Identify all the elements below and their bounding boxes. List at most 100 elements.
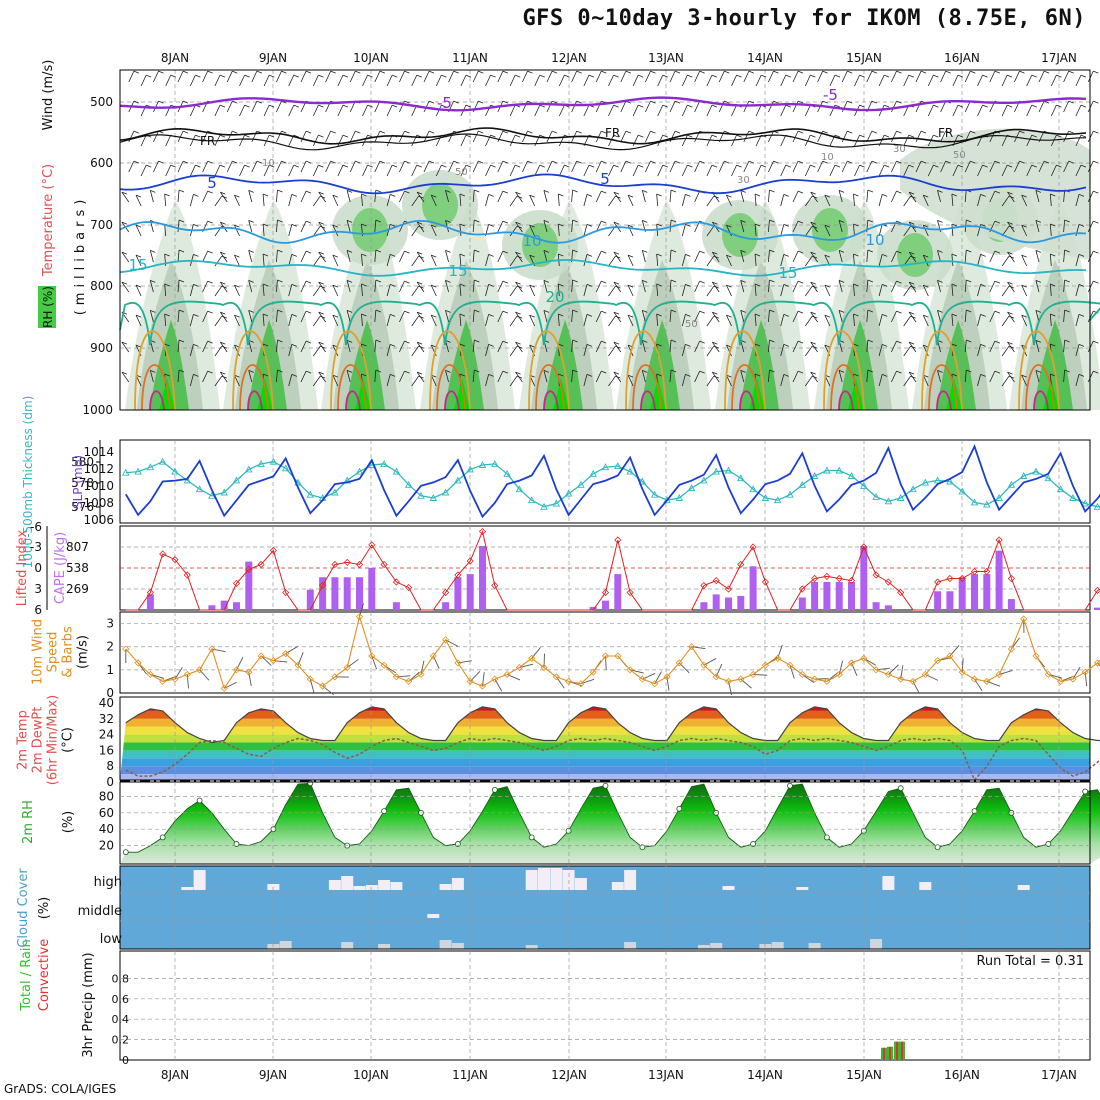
wind-barb: [940, 130, 947, 143]
wind-barb: [386, 134, 393, 147]
ylabel-wind: Wind (m/s): [41, 60, 56, 131]
chart-title: GFS 0~10day 3-hourly for IKOM (8.75E, 6N…: [522, 6, 1086, 31]
wind-barb: [416, 311, 425, 323]
thickness-point: [675, 494, 684, 501]
wind-barb-flag: [1035, 190, 1042, 193]
wind-barb: [726, 254, 732, 267]
cape-bar: [306, 589, 314, 610]
cape-bar: [749, 566, 757, 610]
wind-barb-flag: [474, 369, 480, 373]
contour-label-10: 10: [865, 231, 884, 249]
wind-barb-flag: [164, 313, 170, 317]
wind-barb-flag: [332, 374, 338, 378]
wind-barb-flag: [882, 284, 888, 287]
wind-barb: [276, 100, 282, 113]
wind-barb: [497, 310, 504, 323]
thickness-tick: 578: [71, 476, 94, 490]
wind-barb-flag: [797, 250, 804, 254]
wind-barb: [952, 164, 959, 177]
wind-barb: [583, 254, 588, 267]
wind-barb: [641, 370, 646, 383]
wind-barb-flag: [748, 100, 755, 104]
wind-barb: [669, 100, 676, 113]
wind10-speed-point: [245, 668, 253, 676]
rh-tick: 80: [99, 789, 114, 803]
wind-barb: [613, 311, 622, 323]
rh-point: [491, 786, 498, 793]
lifted-index-point: [724, 585, 733, 593]
wind-barb-flag: [135, 314, 142, 318]
wind-barb-flag: [687, 164, 693, 168]
wind-barb-flag: [207, 160, 213, 164]
wind-barb-flag: [1035, 370, 1042, 373]
wind-barb: [557, 314, 560, 327]
wind-barb-flag: [428, 100, 435, 104]
wind-barb-flag: [416, 191, 423, 195]
wind10-speed-point: [528, 654, 536, 662]
wind-barb-flag: [488, 194, 494, 197]
wind-barb-flag: [164, 193, 170, 197]
wind-barb: [557, 224, 560, 237]
wind-barb: [497, 250, 504, 263]
wind-barb: [952, 104, 959, 117]
thickness-point: [872, 492, 880, 500]
wind-barb: [838, 280, 843, 293]
ylabel-temp-line: 2m Temp: [16, 710, 31, 770]
wind-barb-flag: [994, 340, 1001, 344]
wind-barb: [656, 254, 659, 267]
rh-point: [159, 834, 166, 841]
wind-barb-flag: [355, 160, 361, 164]
wind-barb-flag: [613, 251, 620, 255]
wind-barb: [128, 160, 135, 173]
temp-band: [120, 766, 1090, 775]
wind-barb-flag: [244, 164, 250, 168]
cloud-high-bar: [919, 882, 932, 890]
wind-barb: [288, 164, 295, 177]
lifted-index-point: [958, 574, 966, 583]
wind-barb-flag: [558, 283, 564, 287]
wind-barb-flag: [754, 283, 761, 287]
wind-barb: [613, 251, 622, 263]
wind-barb-flag: [966, 279, 972, 283]
wind-barb-flag: [248, 220, 254, 223]
wind-barb: [332, 254, 339, 267]
wind-barb: [472, 130, 479, 143]
wind-barb-flag: [305, 160, 312, 164]
temp-contour-5: [119, 173, 1087, 195]
wind-barb: [1038, 160, 1045, 173]
bottom-date-label: 9JAN: [259, 1068, 287, 1082]
wind-barb: [780, 134, 787, 147]
wind10-speed-point: [552, 673, 560, 681]
wind-barb-flag: [291, 284, 297, 287]
wind-barb-flag: [453, 160, 459, 164]
wind-barb: [543, 280, 548, 293]
wind-barb-flag: [293, 104, 299, 108]
wind-barb: [1075, 344, 1080, 357]
wind-barb: [312, 315, 321, 327]
wind-barb: [694, 100, 701, 113]
wind-barb: [853, 254, 855, 267]
wind-barb-flag: [638, 164, 644, 168]
wind-barb: [951, 224, 954, 237]
wind-barb-flag: [797, 160, 804, 164]
temp-contour-35: [936, 390, 952, 411]
cape-bar: [860, 545, 868, 610]
wind-barb: [780, 374, 785, 387]
wind-barb: [922, 194, 929, 207]
wind-barb: [399, 310, 405, 323]
wind-barb: [817, 70, 824, 83]
lifted-index-point: [331, 560, 339, 569]
wind-barb: [866, 190, 869, 203]
wind-barb: [792, 130, 799, 143]
wind-barb-flag: [773, 160, 779, 164]
wind-barb-flag: [656, 373, 662, 377]
wind-barb-flag: [1064, 279, 1070, 283]
wind-barb: [386, 344, 391, 357]
lifted-index-point: [712, 577, 720, 585]
ylabel-wind10-line: (m/s): [76, 635, 91, 669]
wind-barb: [1049, 224, 1052, 237]
wind-barb: [262, 254, 265, 267]
wind-barb: [318, 281, 326, 293]
wind-barb: [445, 310, 449, 323]
wind-barb: [810, 311, 818, 323]
